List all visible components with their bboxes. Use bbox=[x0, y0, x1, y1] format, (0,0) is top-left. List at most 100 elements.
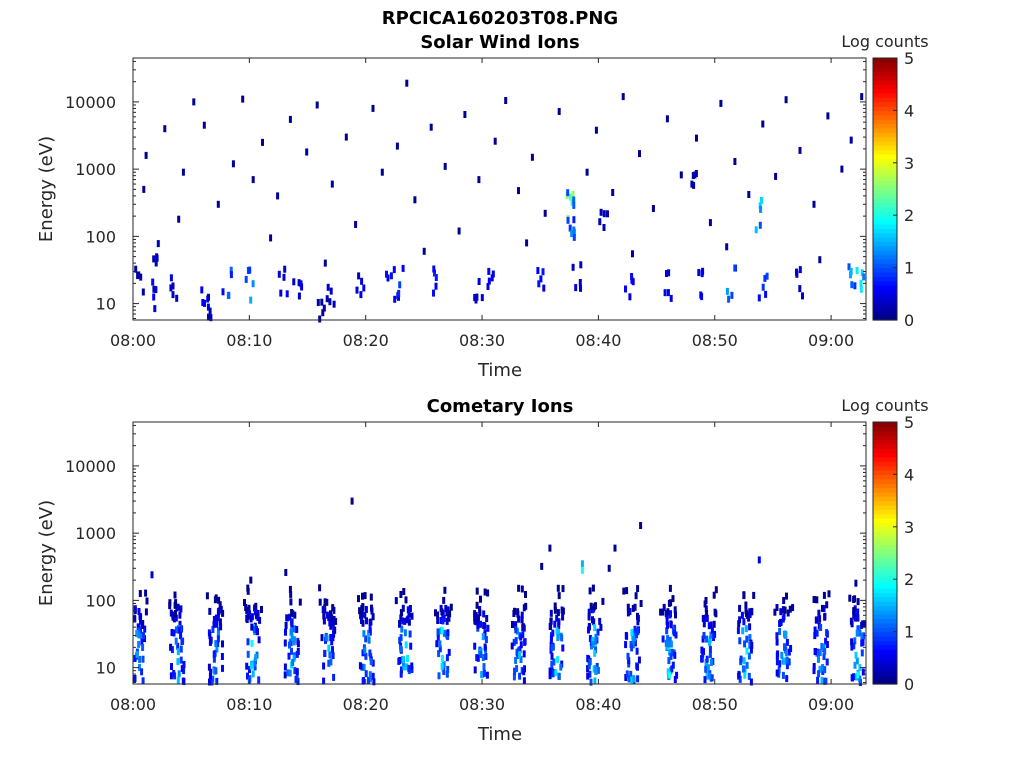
data-cell bbox=[139, 273, 143, 281]
data-cell bbox=[201, 299, 205, 306]
data-cell bbox=[182, 678, 186, 686]
data-cell bbox=[572, 201, 576, 209]
data-cell bbox=[521, 623, 525, 631]
data-cell bbox=[553, 606, 557, 614]
data-cell bbox=[207, 293, 210, 301]
data-cell bbox=[437, 672, 441, 680]
data-cell bbox=[701, 650, 705, 658]
scatter-pixel bbox=[708, 219, 712, 227]
x-axis-label: Time bbox=[477, 360, 522, 381]
data-cell bbox=[249, 296, 253, 304]
data-cell bbox=[331, 604, 335, 612]
data-cell bbox=[849, 267, 853, 275]
data-cell bbox=[400, 625, 404, 633]
data-cell bbox=[325, 295, 329, 303]
data-cell bbox=[369, 658, 373, 666]
scatter-pixel bbox=[733, 158, 737, 165]
data-cell bbox=[151, 278, 155, 286]
scatter-pixel bbox=[638, 150, 641, 158]
data-cell bbox=[725, 287, 729, 295]
data-cell bbox=[217, 596, 221, 604]
data-cell bbox=[133, 615, 137, 623]
data-cell bbox=[330, 619, 333, 627]
data-cell bbox=[174, 599, 178, 607]
colorbar-swatch bbox=[873, 92, 897, 98]
scatter-pixel bbox=[202, 121, 206, 129]
data-cell bbox=[361, 603, 365, 611]
data-cell bbox=[593, 649, 597, 657]
data-cell bbox=[478, 609, 482, 617]
data-cell bbox=[139, 613, 143, 621]
data-cell bbox=[475, 587, 479, 595]
data-cell bbox=[763, 274, 767, 282]
scatter-pixel bbox=[719, 99, 723, 107]
data-cell bbox=[323, 598, 327, 606]
data-cell bbox=[475, 601, 479, 609]
scatter-pixel bbox=[395, 142, 399, 150]
data-cell bbox=[140, 638, 144, 646]
data-cell bbox=[624, 641, 628, 649]
data-cell bbox=[212, 620, 216, 628]
data-cell bbox=[394, 597, 398, 605]
data-cell bbox=[216, 614, 220, 622]
data-cell bbox=[860, 632, 864, 640]
data-cell bbox=[795, 270, 799, 278]
data-cell bbox=[586, 672, 590, 680]
solar-wind-panel: Solar Wind Ions 08:00 08:10 08:20 08:30 08:4… bbox=[36, 32, 929, 381]
colorbar-swatch bbox=[873, 210, 897, 216]
data-cell bbox=[513, 667, 517, 675]
data-cell bbox=[289, 598, 293, 606]
data-cell bbox=[813, 626, 817, 634]
data-cell bbox=[447, 648, 451, 656]
y-tick-label: 100 bbox=[85, 227, 116, 246]
scatter-pixel bbox=[611, 189, 615, 196]
data-cell bbox=[481, 633, 485, 641]
data-cell bbox=[860, 649, 864, 657]
data-cell bbox=[172, 670, 176, 677]
x-tick-label: 08:00 bbox=[110, 695, 156, 714]
data-cell bbox=[851, 674, 854, 682]
scatter-pixel bbox=[493, 137, 497, 145]
colorbar-swatch bbox=[873, 592, 897, 598]
data-cell bbox=[749, 678, 753, 686]
data-cell bbox=[449, 603, 453, 611]
data-cell bbox=[361, 592, 364, 600]
data-cell bbox=[589, 602, 593, 610]
colorbar-swatch bbox=[873, 158, 897, 164]
data-cell bbox=[398, 619, 401, 627]
colorbar-swatch bbox=[873, 491, 897, 497]
data-cell bbox=[555, 627, 559, 635]
data-cell bbox=[668, 636, 672, 644]
scatter-pixel bbox=[725, 243, 729, 251]
colorbar-tick-label: 2 bbox=[904, 206, 914, 225]
data-cell bbox=[440, 626, 444, 634]
data-cell bbox=[210, 678, 214, 686]
data-cell bbox=[779, 608, 783, 616]
data-cell bbox=[256, 628, 259, 636]
data-cell bbox=[253, 608, 257, 616]
colorbar-swatch bbox=[873, 627, 897, 633]
data-cell bbox=[861, 638, 865, 646]
scatter-pixel bbox=[557, 108, 561, 115]
data-cell bbox=[664, 639, 668, 647]
data-cell bbox=[209, 314, 213, 322]
data-cell bbox=[179, 605, 183, 613]
colorbar-swatch bbox=[873, 566, 897, 572]
data-cell bbox=[561, 585, 565, 593]
data-cell bbox=[155, 254, 159, 262]
data-cell bbox=[703, 676, 707, 684]
data-cell bbox=[141, 677, 145, 685]
data-cell bbox=[778, 660, 782, 668]
data-cell bbox=[669, 652, 673, 660]
data-cell bbox=[137, 631, 141, 639]
colorbar-swatch bbox=[873, 175, 897, 181]
data-cell bbox=[743, 667, 747, 675]
data-cell bbox=[318, 584, 322, 592]
colorbar-swatch bbox=[873, 535, 897, 541]
scatter-pixel bbox=[840, 165, 844, 173]
data-cell bbox=[858, 675, 862, 683]
colorbar-swatch bbox=[873, 215, 897, 221]
data-cell bbox=[606, 210, 609, 218]
colorbar-swatch bbox=[873, 145, 897, 151]
data-cell bbox=[440, 608, 444, 616]
